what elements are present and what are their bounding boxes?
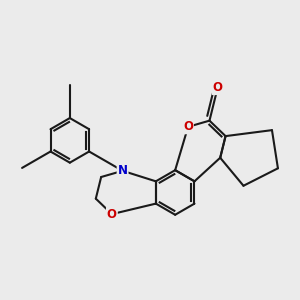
Text: N: N — [118, 164, 128, 177]
Text: O: O — [183, 120, 193, 133]
Text: O: O — [107, 208, 117, 220]
Text: O: O — [213, 81, 223, 94]
